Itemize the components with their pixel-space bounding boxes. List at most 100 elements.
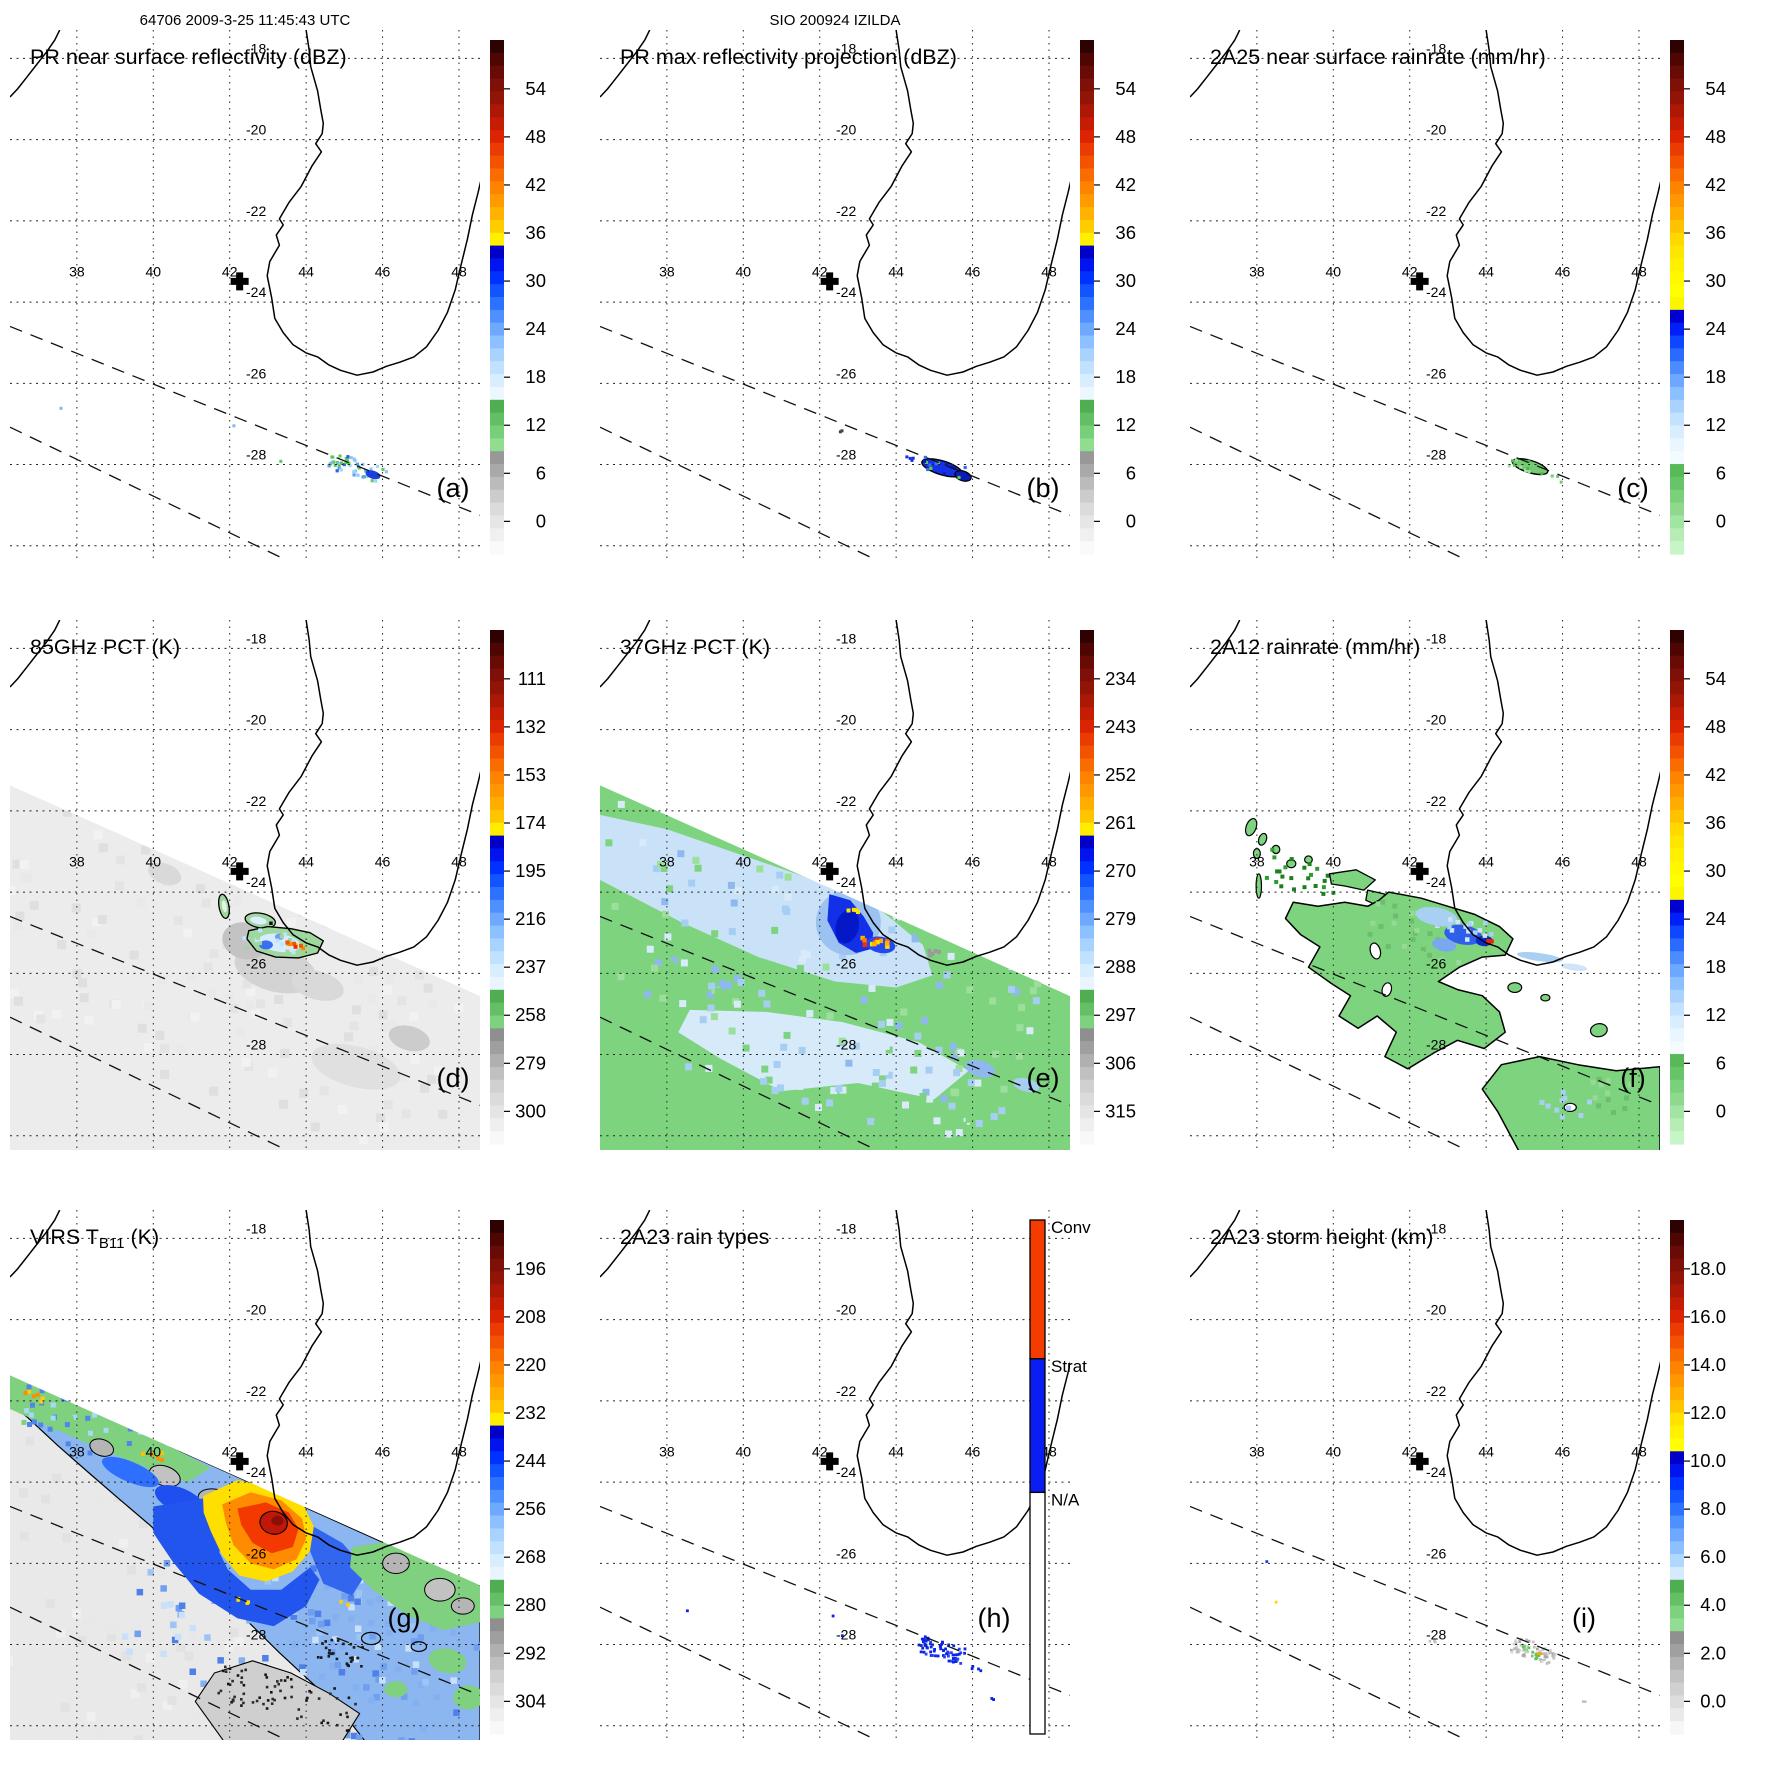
panel-g-feature-0-px	[167, 1695, 177, 1705]
panel-g-feature-2-px	[343, 1731, 351, 1739]
panel-g-feature-4-px	[64, 1422, 70, 1428]
longitude-label: 48	[1631, 854, 1647, 870]
panel-f-feature-13-px	[1409, 918, 1415, 924]
panel-d-feature-0-px	[398, 1072, 408, 1082]
panel-d-feature-0-px	[137, 1023, 147, 1033]
longitude-label: 46	[375, 1444, 391, 1460]
panel-d-feature-0-px	[155, 1030, 165, 1040]
panel-g-feature-29-px	[316, 1656, 320, 1659]
panel-g-feature-18-blob	[271, 1515, 284, 1526]
panel-i-feature-3-speckle	[1265, 1560, 1269, 1563]
longitude-label: 44	[1478, 264, 1494, 280]
panel-e-feature-2-px	[989, 997, 997, 1005]
longitude-label: 46	[375, 854, 391, 870]
coastline-africa	[1190, 620, 1241, 688]
swath-edge-dashed-line	[1190, 915, 1660, 1106]
panel-e-feature-3-px	[815, 1104, 822, 1111]
colorbar-segment	[490, 284, 504, 298]
colorbar-segment	[1080, 322, 1094, 337]
colorbar-segment	[1080, 976, 1094, 991]
colorbar-segment	[490, 1297, 504, 1311]
panel-e-feature-3-px	[806, 1010, 814, 1018]
colorbar-label: 111	[518, 668, 546, 689]
panel-f-feature-19-px	[1472, 930, 1478, 935]
panel-i-feature-0-px	[1518, 1640, 1522, 1643]
panel-f-feature-7-px	[1272, 855, 1277, 860]
panel-g-feature-31-px	[346, 1602, 350, 1607]
panel-a-feature-0-px	[346, 455, 350, 459]
panel-e-feature-2-px	[681, 919, 689, 927]
panel-h-feature-0-px	[945, 1652, 948, 1656]
colorbar-segment	[490, 1618, 504, 1632]
panel-d-feature-0-px	[286, 918, 296, 927]
panel-g-feature-28-px	[222, 1669, 225, 1673]
panel-g-feature-0-px	[96, 1728, 106, 1738]
panel-g-feature-31-speckle	[339, 1600, 350, 1607]
colorbar-segment	[1670, 1412, 1684, 1427]
panel-f-feature-18-px	[1489, 939, 1494, 944]
storm-center-cross-marker	[230, 862, 249, 881]
colorbar-segment	[490, 386, 504, 401]
panel-f-feature-7-px	[1270, 847, 1275, 852]
graticule	[600, 30, 1070, 560]
panel-h-feature-0-px	[953, 1657, 957, 1660]
panel-g-feature-2-px	[347, 1615, 355, 1623]
panel-h-feature-0-px	[947, 1643, 951, 1647]
panel-g-feature-2-px	[450, 1677, 457, 1684]
panel-a-feature-0-px	[327, 464, 331, 468]
colorbar-category	[1029, 1219, 1046, 1360]
colorbar-segment	[490, 1335, 504, 1350]
colorbar-segment	[490, 1348, 504, 1362]
colorbar-segment	[1670, 835, 1684, 850]
panel-e-feature-3-px	[771, 1087, 779, 1094]
panel-g-feature-2-px	[175, 1604, 183, 1612]
colorbar-segment	[1080, 386, 1094, 401]
panel-a-feature-2-px	[333, 463, 337, 467]
longitude-label: 46	[1555, 1444, 1571, 1460]
panel-g-feature-28-px	[264, 1673, 267, 1676]
panel-g-feature-29-px	[356, 1656, 359, 1660]
panel-g-feature-28-px	[290, 1685, 294, 1689]
panel-g-feature-4-px	[51, 1426, 57, 1432]
panel-e-feature-2-px	[958, 968, 966, 976]
colorbar-segment	[1080, 925, 1094, 939]
swath-edge-dashed-line	[600, 915, 1070, 1106]
grid-labels: 38 40 42 44 46 48-18-20-22-24-26-28	[69, 630, 467, 1052]
latitude-label: -18	[836, 1220, 856, 1236]
panel-h-feature-2-px	[979, 1669, 983, 1673]
colorbar-segment	[1670, 1284, 1684, 1298]
longitude-label: 48	[451, 1444, 467, 1460]
colorbar-segment	[1670, 1220, 1684, 1234]
panel-i-feature-0-px	[1514, 1642, 1518, 1645]
panel-i-feature-0-px	[1545, 1655, 1549, 1659]
colorbar-segment	[1080, 361, 1094, 375]
swath-edge-dashed-line	[10, 426, 288, 560]
panel-g-feature-33-blob	[410, 1641, 428, 1653]
panel-d-feature-0-px	[379, 1122, 389, 1132]
panel-e-feature-2-px	[947, 952, 955, 960]
colorbar-label: 54	[1115, 78, 1136, 99]
panel-g-feature-23-blob	[450, 1597, 475, 1615]
panel-f-feature-28-px	[1592, 1095, 1598, 1101]
panel-d-feature-16-px	[256, 935, 260, 940]
panel-i-feature-0-px	[1552, 1655, 1556, 1659]
colorbar-segment	[1080, 719, 1094, 734]
colorbar-segment	[490, 348, 504, 362]
panel-g-feature-0-px	[86, 1712, 96, 1722]
colorbar-segment	[1670, 1245, 1684, 1260]
panel-c-feature-1-px	[1524, 469, 1528, 473]
panel-h-feature-0-px	[926, 1638, 930, 1642]
panel-g-feature-29-px	[361, 1645, 364, 1649]
panel-e-feature-2-px	[871, 1082, 879, 1090]
colorbar-label: 6	[1716, 462, 1726, 483]
colorbar-label: 196	[515, 1258, 546, 1279]
colorbar-segment	[1670, 1232, 1684, 1247]
panel-e-feature-2-px	[711, 965, 719, 973]
panel-b-feature-2-px	[928, 463, 932, 467]
panel-f-feature-19-px	[1447, 924, 1452, 930]
panel-h-feature-0-px	[936, 1654, 940, 1658]
panel-i-feature-0-px	[1531, 1640, 1535, 1644]
panel-g-feature-2-px	[332, 1613, 339, 1621]
panel-d-feature-0-px	[209, 949, 219, 959]
panel-a-feature-0-px	[374, 479, 378, 483]
